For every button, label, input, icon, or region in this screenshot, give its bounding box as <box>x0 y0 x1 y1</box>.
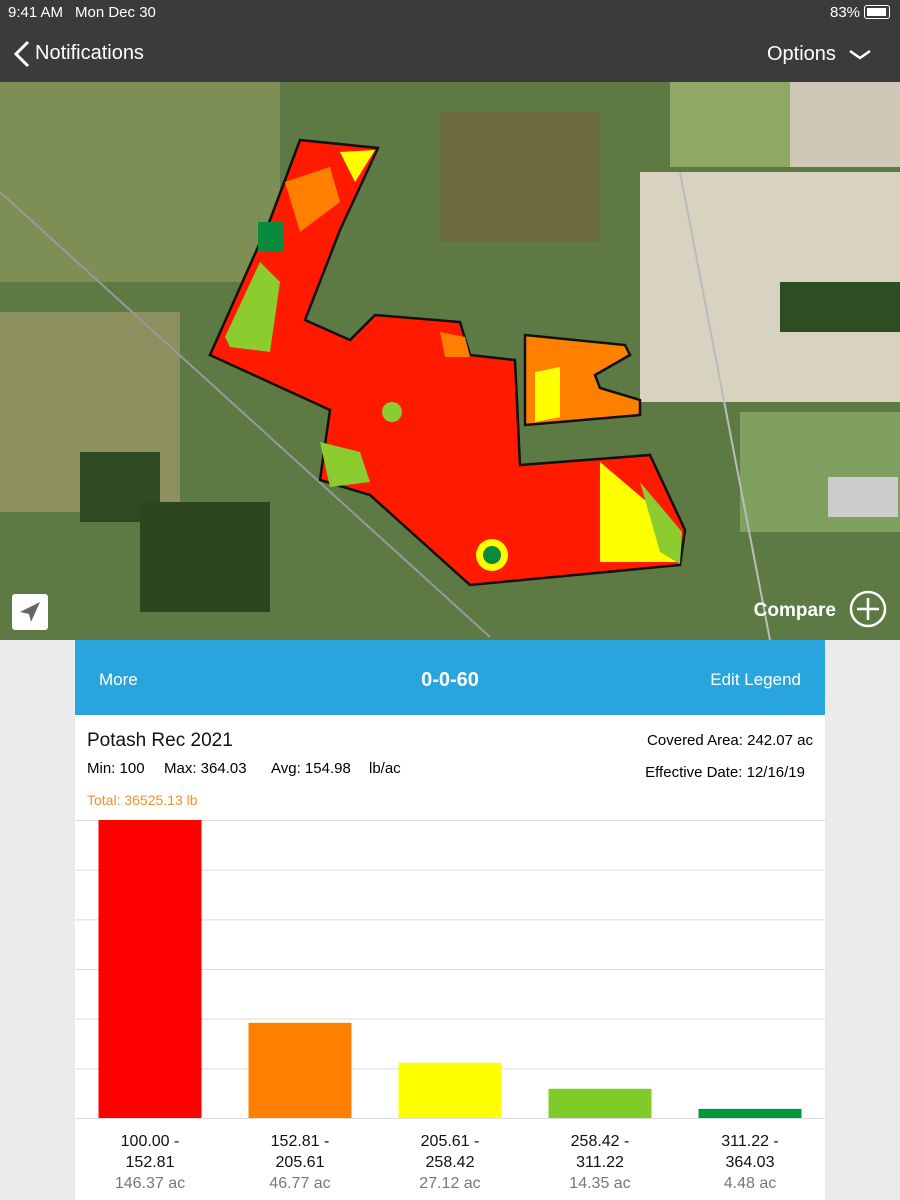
category-label: 311.22 - 364.03 <box>721 1133 779 1171</box>
back-icon[interactable] <box>12 40 32 68</box>
map: Compare <box>0 82 900 640</box>
category-labels: 100.00 - 152.81 146.37 ac 152.81 - 205.61 4… <box>75 1131 825 1200</box>
bar <box>398 1062 502 1118</box>
compare-button[interactable]: Compare <box>754 600 836 621</box>
value-label: 14.35 ac <box>569 1175 631 1192</box>
layer-name: Potash Rec 2021 <box>87 730 233 751</box>
category-label: 258.42 - 311.22 <box>570 1133 630 1171</box>
category-label-box: 100.00 - 152.81 146.37 ac <box>95 1131 205 1194</box>
bar <box>98 820 202 1118</box>
effective-date: Effective Date: 12/16/19 <box>645 764 805 781</box>
battery: 83% <box>830 4 861 21</box>
bar <box>548 1088 652 1118</box>
time: 9:41 AM <box>8 4 64 21</box>
chart <box>75 820 825 1119</box>
category-label-box: 311.22 - 364.03 4.48 ac <box>695 1131 805 1194</box>
total: Total: 36525.13 lb <box>87 792 198 808</box>
back-button[interactable]: Notifications <box>35 42 144 64</box>
value-label: 146.37 ac <box>114 1175 186 1192</box>
min: Min: 100 <box>87 760 145 777</box>
product-title: 0-0-60 <box>421 669 479 691</box>
category-label: 205.61 - 258.42 <box>420 1133 480 1171</box>
bar <box>698 1108 802 1118</box>
unit: lb/ac <box>369 760 401 777</box>
battery-icon <box>864 5 890 19</box>
compare-icon[interactable] <box>849 590 887 628</box>
nav-bar: Notifications Options <box>0 28 900 82</box>
category-label-box: 205.61 - 258.42 27.12 ac <box>395 1131 505 1194</box>
value-label: 4.48 ac <box>723 1175 777 1192</box>
avg: Avg: 154.98 <box>271 760 351 777</box>
options-chevron[interactable] <box>848 48 872 62</box>
max: Max: 364.03 <box>164 760 247 777</box>
panel: More 0-0-60 Edit Legend Potash Rec 2021 … <box>75 640 825 1200</box>
category-label: 152.81 - 205.61 <box>270 1133 330 1171</box>
value-label: 27.12 ac <box>419 1175 481 1192</box>
edit-legend-button[interactable]: Edit Legend <box>710 670 801 689</box>
category-label-box: 258.42 - 311.22 14.35 ac <box>545 1131 655 1194</box>
bar <box>248 1022 352 1118</box>
more-button[interactable]: More <box>99 670 138 689</box>
value-label: 46.77 ac <box>269 1175 331 1192</box>
covered-area: Covered Area: 242.07 ac <box>647 732 813 749</box>
category-label-box: 152.81 - 205.61 46.77 ac <box>245 1131 355 1194</box>
category-label: 100.00 - 152.81 <box>120 1133 180 1171</box>
status-bar: 9:41 AM Mon Dec 30 83% <box>0 0 900 28</box>
date: Mon Dec 30 <box>75 4 156 21</box>
legend-header: More 0-0-60 Edit Legend <box>75 640 825 715</box>
options-button[interactable]: Options <box>767 43 836 65</box>
